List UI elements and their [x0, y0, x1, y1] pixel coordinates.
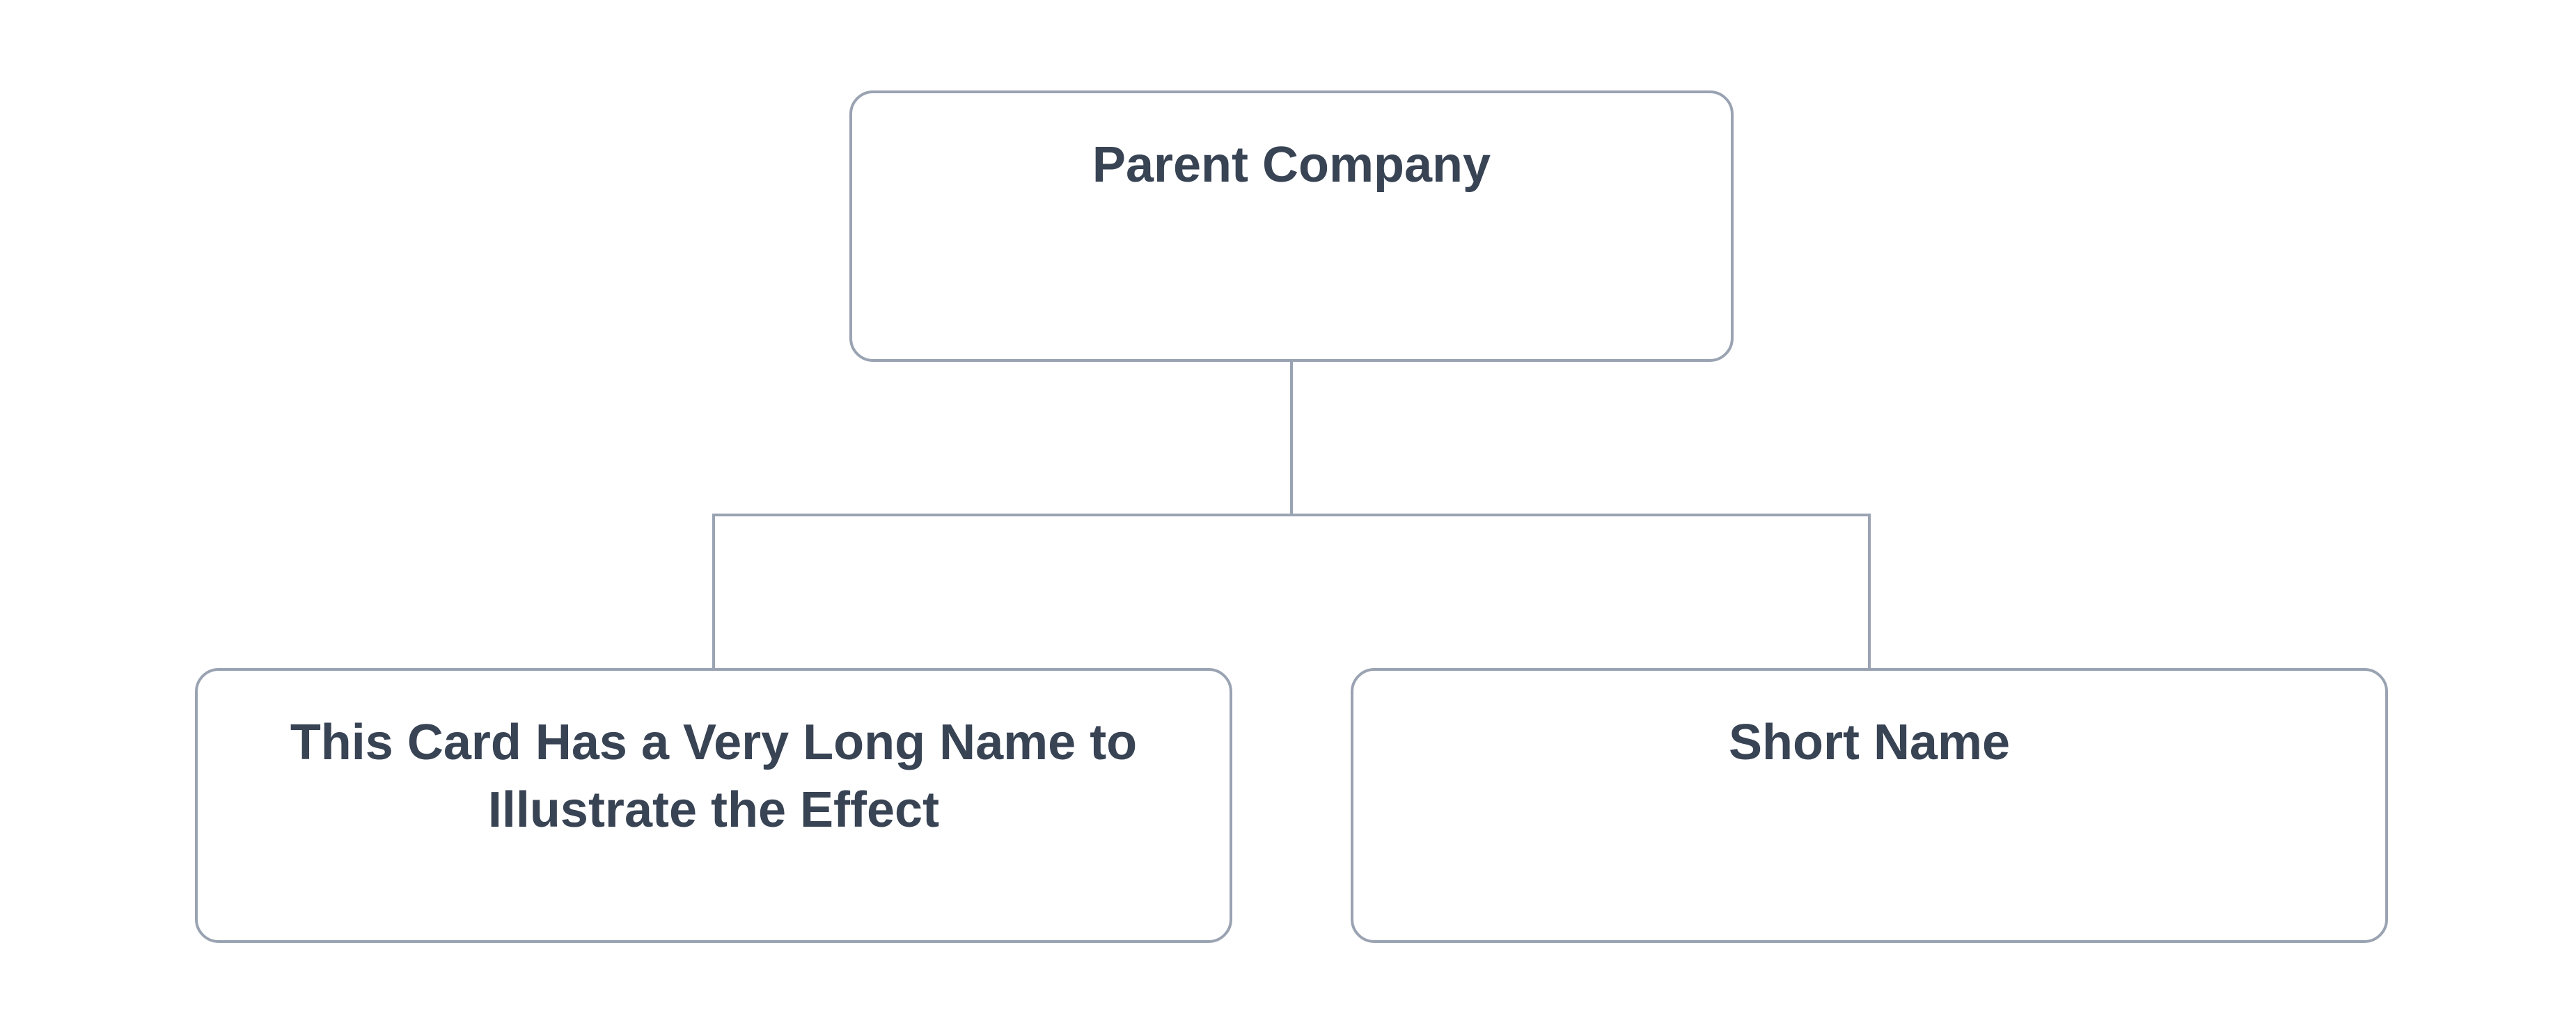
org-chart-canvas: Parent Company This Card Has a Very Long… — [0, 0, 2576, 1016]
node-label: Parent Company — [1092, 132, 1491, 199]
node-child-long: This Card Has a Very Long Name to Illust… — [195, 668, 1232, 943]
node-label: This Card Has a Very Long Name to Illust… — [198, 709, 1230, 844]
node-label: Short Name — [1729, 709, 2010, 777]
node-parent-company: Parent Company — [849, 90, 1734, 362]
node-child-short: Short Name — [1351, 668, 2388, 943]
